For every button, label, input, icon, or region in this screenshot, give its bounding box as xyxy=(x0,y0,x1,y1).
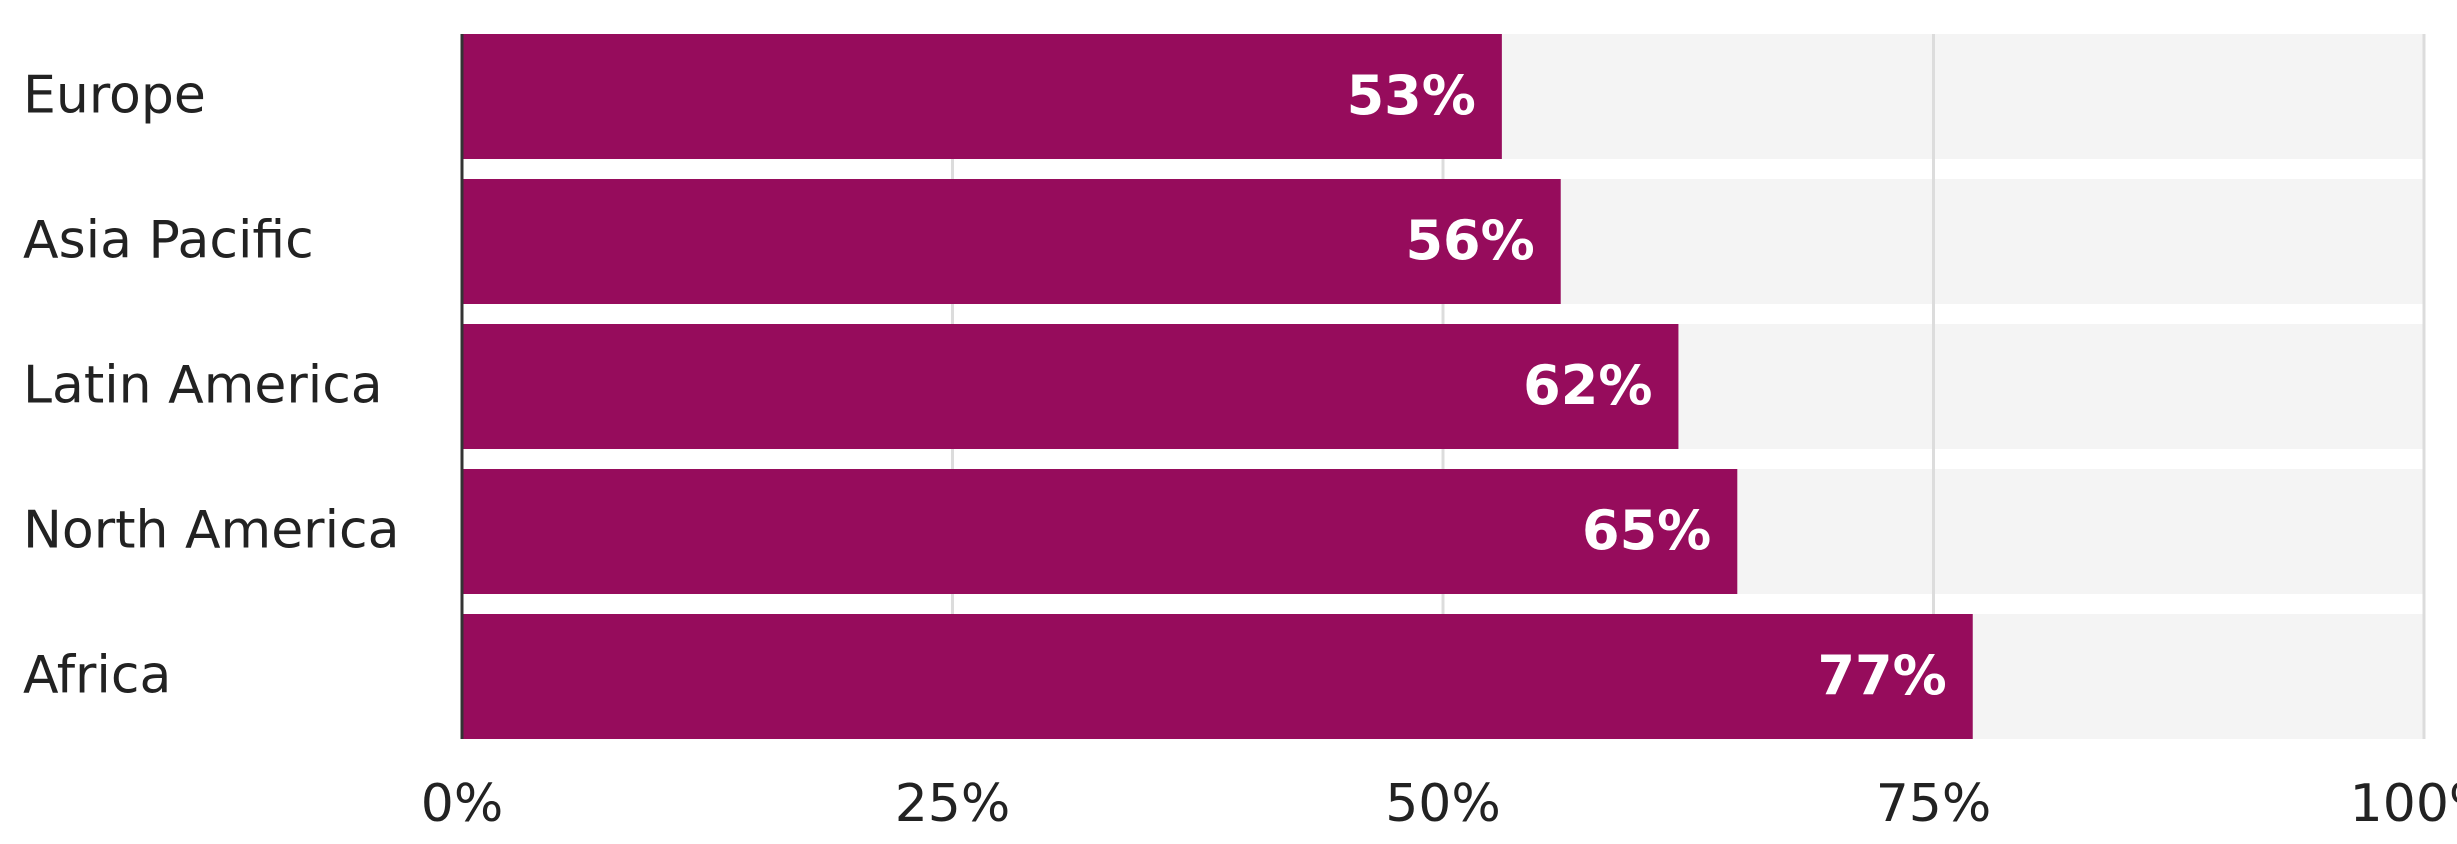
y-tick-label: North America xyxy=(23,501,399,561)
value-label: 77% xyxy=(1817,644,1946,707)
y-tick-label: Europe xyxy=(23,66,206,126)
bar xyxy=(462,34,1502,159)
bar xyxy=(462,469,1738,594)
value-label: 65% xyxy=(1582,499,1711,562)
bar xyxy=(462,179,1561,304)
value-label: 56% xyxy=(1405,209,1534,272)
value-label: 62% xyxy=(1523,354,1652,417)
x-tick-label: 0% xyxy=(421,774,504,834)
y-tick-label: Africa xyxy=(23,646,171,706)
bar xyxy=(462,614,1973,739)
value-label: 53% xyxy=(1347,64,1476,127)
y-tick-label: Asia Pacific xyxy=(23,211,314,271)
x-tick-label: 50% xyxy=(1385,774,1501,834)
bar xyxy=(462,324,1679,449)
x-tick-label: 100% xyxy=(2350,774,2457,834)
y-tick-label: Latin America xyxy=(23,356,383,416)
x-tick-label: 75% xyxy=(1876,774,1992,834)
x-tick-label: 25% xyxy=(895,774,1011,834)
